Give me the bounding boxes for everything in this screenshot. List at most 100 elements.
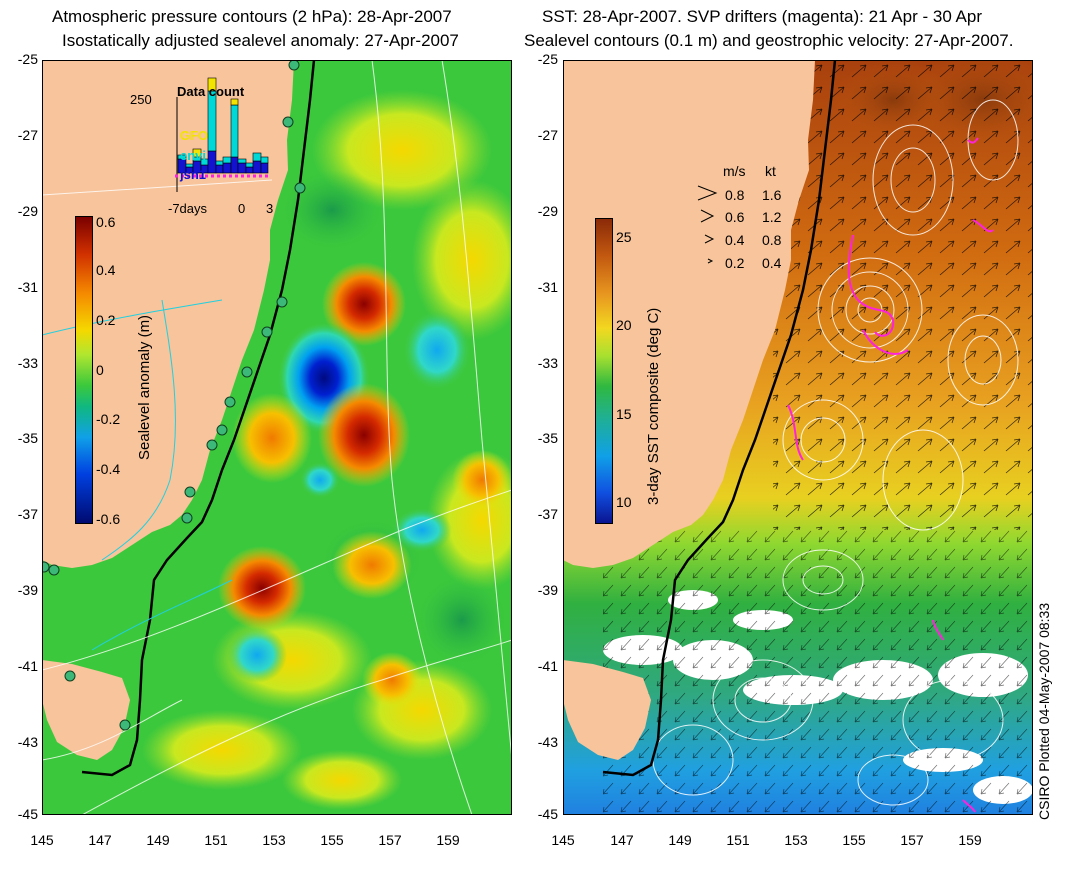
warm-eddy-west: [232, 393, 312, 483]
right-y-tick-6: -37: [537, 506, 558, 522]
left-x-tick-0: 145: [30, 832, 54, 848]
velocity-legend-kt-0: 1.6: [762, 187, 782, 203]
inset-series-envi: envi: [180, 148, 207, 163]
shelf-contour-sst: [602, 60, 837, 777]
left-x-tick-2: 149: [146, 832, 170, 848]
right-x-tick-7: 159: [958, 832, 982, 848]
right-y-tick-10: -45: [537, 806, 558, 822]
sealevel-anomaly-map-svg: [42, 60, 512, 815]
warm-eddy-north: [322, 262, 406, 346]
right-y-tick-0: -25: [537, 51, 558, 67]
right-x-tick-5: 155: [842, 832, 866, 848]
sla-colorbar-tick-0: 0.6: [96, 214, 116, 230]
velocity-legend-header-ms: m/s: [723, 163, 746, 179]
australia-mainland: [42, 60, 294, 568]
right-x-tick-6: 157: [900, 832, 924, 848]
geostrophic-velocity-vectors-south: [603, 530, 1033, 815]
sst-colorbar-tick-2: 15: [616, 406, 632, 422]
left-y-tick-7: -39: [17, 582, 38, 598]
right-x-tick-1: 147: [610, 832, 634, 848]
cold-eddy-east: [403, 310, 471, 390]
velocity-legend-ms-2: 0.4: [725, 232, 745, 248]
sst-map-svg: [563, 60, 1033, 815]
left-x-tick-7: 159: [436, 832, 460, 848]
sst-colorbar-tick-3: 10: [616, 494, 632, 510]
left-x-tick-3: 151: [204, 832, 228, 848]
left-title-line1: Atmospheric pressure contours (2 hPa): 2…: [52, 7, 452, 26]
velocity-legend-kt-3: 0.4: [762, 255, 782, 271]
left-y-tick-10: -45: [17, 806, 38, 822]
australia-mainland-sst: [563, 60, 815, 568]
left-y-tick-2: -29: [17, 203, 38, 219]
right-title-line1: SST: 28-Apr-2007. SVP drifters (magenta)…: [542, 7, 983, 26]
svp-drifter-tracks: [787, 137, 994, 813]
velocity-legend-ms-0: 0.8: [725, 187, 745, 203]
left-x-tick-6: 157: [378, 832, 402, 848]
velocity-legend-kt-1: 1.2: [762, 209, 782, 225]
right-x-tick-0: 145: [551, 832, 575, 848]
cold-eddy-41s: [227, 627, 287, 683]
warm-eddy-39s: [218, 546, 306, 630]
inset-series-jsn1: jsn1: [180, 167, 207, 182]
right-x-tick-4: 153: [784, 832, 808, 848]
left-y-tick-9: -43: [17, 734, 38, 750]
right-title-line2: Sealevel contours (0.1 m) and geostrophi…: [524, 31, 1014, 50]
right-y-tick-8: -41: [537, 658, 558, 674]
sla-colorbar-tick-6: -0.6: [96, 511, 121, 527]
tide-gauge-markers: [42, 60, 306, 731]
left-y-tick-5: -35: [17, 430, 38, 446]
sst-colorbar: [595, 218, 613, 524]
sla-colorbar-tick-2: 0.2: [96, 312, 116, 328]
sst-colorbar-tick-0: 25: [616, 229, 632, 245]
left-title-line2: Isostatically adjusted sealevel anomaly:…: [62, 31, 459, 50]
sla-colorbar-tick-4: -0.2: [96, 411, 121, 427]
right-x-tick-3: 151: [726, 832, 750, 848]
inset-title: Data count: [177, 84, 245, 99]
warm-eddy-39s-east: [332, 531, 412, 599]
left-y-tick-0: -25: [17, 51, 38, 67]
pressure-contours: [42, 60, 512, 815]
inset-ymax: 250: [130, 92, 152, 107]
velocity-legend-ms-3: 0.2: [725, 255, 745, 271]
warm-eddy-south: [318, 383, 410, 487]
inset-x-label-end: 3: [266, 201, 274, 216]
sla-colorbar-title: Sealevel anomaly (m): [136, 314, 153, 460]
right-y-tick-4: -33: [537, 355, 558, 371]
velocity-legend-ms-1: 0.6: [725, 209, 745, 225]
right-y-tick-2: -29: [537, 203, 558, 219]
tasmania: [42, 660, 130, 760]
sla-colorbar-tick-5: -0.4: [96, 461, 121, 477]
right-y-tick-9: -43: [537, 734, 558, 750]
data-count-inset-svg: [175, 77, 270, 193]
right-y-tick-1: -27: [537, 127, 558, 143]
plot-credit: CSIRO Plotted 04-May-2007 08:33: [1036, 602, 1052, 820]
left-y-tick-6: -37: [17, 506, 38, 522]
shelf-contour: [81, 60, 316, 777]
sla-colorbar: [75, 216, 93, 524]
sst-colorbar-title: 3-day SST composite (deg C): [645, 307, 662, 505]
geostrophic-velocity-vectors: [773, 60, 1033, 530]
left-x-tick-4: 153: [262, 832, 286, 848]
left-y-tick-8: -41: [17, 658, 38, 674]
left-y-tick-4: -33: [17, 355, 38, 371]
velocity-legend-header-kt: kt: [765, 163, 776, 179]
depth-contour: [42, 299, 233, 651]
tasmania-sst: [563, 660, 651, 760]
velocity-legend-arrows: [697, 185, 718, 264]
data-count-bars: [177, 77, 269, 174]
left-y-tick-3: -31: [17, 279, 38, 295]
sst-map[interactable]: [563, 60, 1033, 815]
sla-colorbar-tick-1: 0.4: [96, 262, 116, 278]
left-x-tick-1: 147: [88, 832, 112, 848]
sealevel-contours: [652, 99, 1019, 806]
inset-series-gfo: GFO: [180, 128, 209, 143]
right-x-tick-2: 149: [668, 832, 692, 848]
inset-x-label-start: -7days: [168, 201, 208, 216]
data-count-inset: [175, 77, 270, 193]
left-x-tick-5: 155: [320, 832, 344, 848]
right-y-tick-5: -35: [537, 430, 558, 446]
left-y-tick-1: -27: [17, 127, 38, 143]
right-y-tick-7: -39: [537, 582, 558, 598]
sealevel-anomaly-map[interactable]: [42, 60, 512, 815]
sla-colorbar-tick-3: 0: [96, 362, 104, 378]
